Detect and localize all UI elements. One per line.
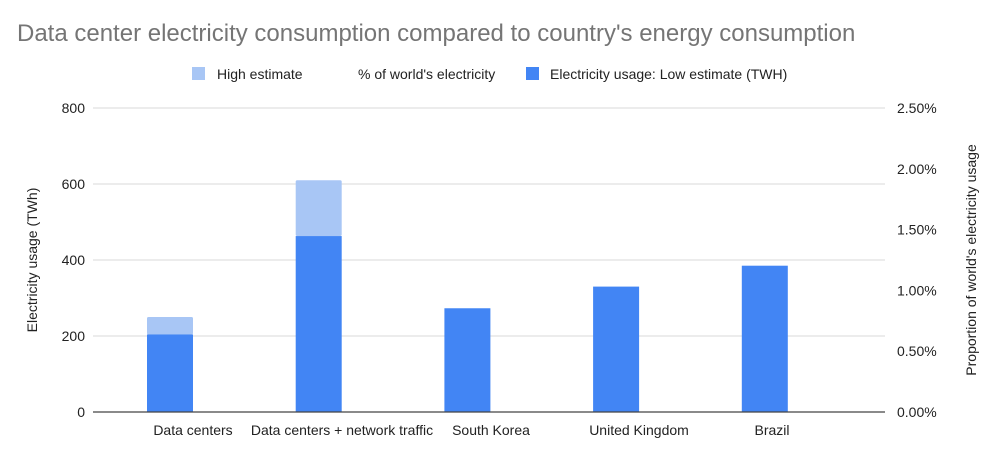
legend-label: Electricity usage: Low estimate (TWH): [550, 66, 787, 82]
legend-swatch: [526, 67, 539, 80]
bar-low-estimate: [147, 334, 193, 412]
y-axis-title: Electricity usage (TWh): [24, 188, 40, 333]
bar-high-estimate: [147, 317, 193, 335]
y2-tick-label: 2.00%: [897, 161, 937, 177]
x-tick-label: Data centers: [153, 422, 232, 438]
bar-low-estimate: [593, 286, 640, 412]
y2-tick-label: 0.00%: [897, 404, 937, 420]
y-tick-label: 800: [62, 100, 86, 116]
legend-label: % of world's electricity: [358, 66, 495, 82]
y2-tick-label: 2.50%: [897, 100, 937, 116]
x-tick-label: South Korea: [452, 422, 530, 438]
y-tick-label: 0: [77, 404, 85, 420]
bar-high-estimate: [295, 180, 342, 237]
y-tick-label: 200: [62, 328, 86, 344]
x-tick-label: Data centers + network traffic: [251, 422, 433, 438]
bar-low-estimate: [741, 265, 788, 412]
y-tick-label: 400: [62, 252, 86, 268]
bar-low-estimate: [444, 308, 491, 412]
x-tick-label: Brazil: [754, 422, 789, 438]
y2-tick-label: 1.50%: [897, 222, 937, 238]
legend-swatch: [192, 67, 205, 80]
x-tick-label: United Kingdom: [589, 422, 689, 438]
chart-title: Data center electricity consumption comp…: [17, 20, 856, 47]
y2-tick-label: 0.50%: [897, 343, 937, 359]
y-tick-label: 600: [62, 176, 86, 192]
legend-label: High estimate: [217, 66, 303, 82]
bar-low-estimate: [295, 236, 342, 412]
y2-axis-title: Proportion of world's electricity usage: [963, 144, 979, 376]
y2-tick-label: 1.00%: [897, 282, 937, 298]
